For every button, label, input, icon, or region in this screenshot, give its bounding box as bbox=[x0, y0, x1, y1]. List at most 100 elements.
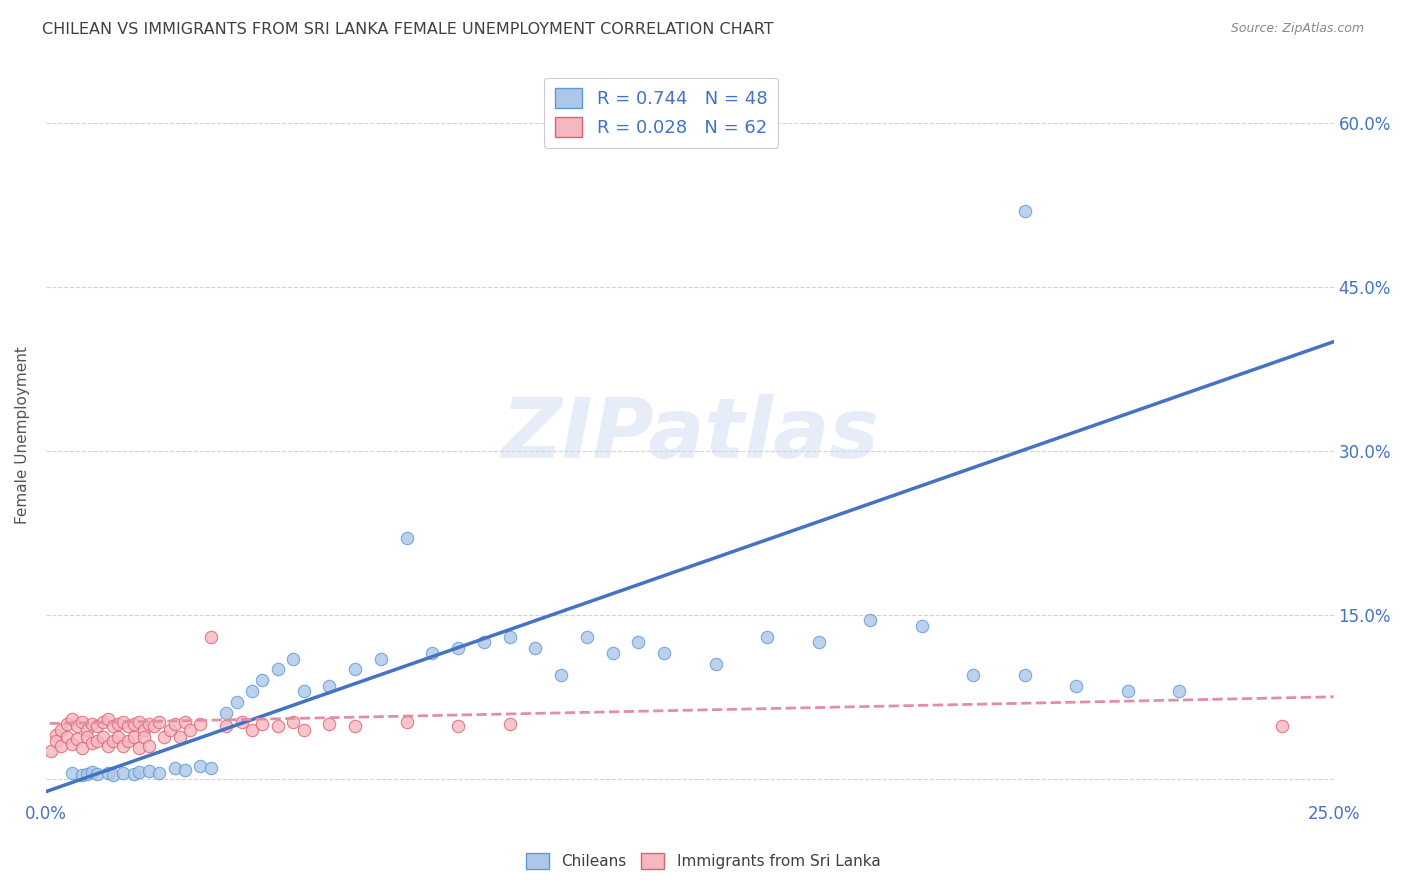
Point bbox=[807, 635, 830, 649]
Point bbox=[76, 767, 98, 781]
Point bbox=[91, 714, 114, 729]
Point bbox=[97, 766, 120, 780]
Point bbox=[550, 668, 572, 682]
Point bbox=[117, 733, 139, 747]
Point bbox=[267, 663, 290, 677]
Point bbox=[252, 717, 274, 731]
Point bbox=[55, 717, 77, 731]
Point bbox=[420, 646, 443, 660]
Point bbox=[174, 714, 197, 729]
Point bbox=[82, 765, 104, 780]
Point bbox=[292, 684, 315, 698]
Point bbox=[122, 717, 145, 731]
Point bbox=[66, 719, 89, 733]
Point bbox=[97, 712, 120, 726]
Point bbox=[60, 737, 83, 751]
Point bbox=[70, 768, 93, 782]
Point bbox=[107, 731, 129, 745]
Y-axis label: Female Unemployment: Female Unemployment bbox=[15, 345, 30, 524]
Point bbox=[132, 723, 155, 737]
Point bbox=[132, 731, 155, 745]
Legend: Chileans, Immigrants from Sri Lanka: Chileans, Immigrants from Sri Lanka bbox=[520, 847, 886, 875]
Point bbox=[283, 651, 305, 665]
Point bbox=[1014, 668, 1036, 682]
Point bbox=[128, 714, 150, 729]
Point bbox=[704, 657, 727, 671]
Text: ZIPatlas: ZIPatlas bbox=[501, 394, 879, 475]
Point bbox=[318, 717, 340, 731]
Point bbox=[45, 728, 67, 742]
Point bbox=[107, 717, 129, 731]
Text: Source: ZipAtlas.com: Source: ZipAtlas.com bbox=[1230, 22, 1364, 36]
Point bbox=[627, 635, 650, 649]
Point bbox=[1271, 719, 1294, 733]
Point bbox=[55, 731, 77, 745]
Point bbox=[1064, 679, 1087, 693]
Point bbox=[756, 630, 779, 644]
Point bbox=[240, 723, 263, 737]
Point bbox=[82, 717, 104, 731]
Point bbox=[447, 640, 470, 655]
Point bbox=[200, 630, 222, 644]
Point bbox=[76, 723, 98, 737]
Point bbox=[101, 733, 124, 747]
Point bbox=[575, 630, 598, 644]
Point bbox=[112, 766, 135, 780]
Point bbox=[190, 758, 212, 772]
Point bbox=[159, 723, 181, 737]
Point bbox=[1168, 684, 1191, 698]
Point bbox=[1014, 203, 1036, 218]
Point bbox=[148, 714, 170, 729]
Point bbox=[97, 739, 120, 753]
Point bbox=[1116, 684, 1139, 698]
Point bbox=[86, 719, 108, 733]
Point bbox=[498, 717, 520, 731]
Point bbox=[86, 733, 108, 747]
Point bbox=[200, 761, 222, 775]
Point bbox=[101, 768, 124, 782]
Text: CHILEAN VS IMMIGRANTS FROM SRI LANKA FEMALE UNEMPLOYMENT CORRELATION CHART: CHILEAN VS IMMIGRANTS FROM SRI LANKA FEM… bbox=[42, 22, 773, 37]
Point bbox=[163, 761, 186, 775]
Point bbox=[138, 717, 160, 731]
Point bbox=[174, 763, 197, 777]
Point bbox=[524, 640, 547, 655]
Point bbox=[267, 719, 290, 733]
Point bbox=[86, 767, 108, 781]
Point bbox=[60, 712, 83, 726]
Point bbox=[215, 706, 238, 721]
Point bbox=[148, 766, 170, 780]
Point bbox=[498, 630, 520, 644]
Point bbox=[447, 719, 470, 733]
Legend: R = 0.744   N = 48, R = 0.028   N = 62: R = 0.744 N = 48, R = 0.028 N = 62 bbox=[544, 78, 778, 148]
Point bbox=[215, 719, 238, 733]
Point bbox=[122, 731, 145, 745]
Point bbox=[128, 741, 150, 756]
Point bbox=[179, 723, 201, 737]
Point bbox=[283, 714, 305, 729]
Point bbox=[231, 714, 253, 729]
Point bbox=[45, 733, 67, 747]
Point bbox=[472, 635, 495, 649]
Point bbox=[859, 613, 882, 627]
Point bbox=[163, 717, 186, 731]
Point bbox=[51, 723, 73, 737]
Point bbox=[82, 736, 104, 750]
Point bbox=[39, 744, 62, 758]
Point bbox=[112, 739, 135, 753]
Point bbox=[70, 714, 93, 729]
Point bbox=[652, 646, 675, 660]
Point bbox=[370, 651, 392, 665]
Point bbox=[169, 731, 191, 745]
Point bbox=[190, 717, 212, 731]
Point bbox=[101, 719, 124, 733]
Point bbox=[70, 741, 93, 756]
Point bbox=[292, 723, 315, 737]
Point bbox=[76, 731, 98, 745]
Point bbox=[343, 663, 366, 677]
Point bbox=[153, 731, 176, 745]
Point bbox=[962, 668, 984, 682]
Point bbox=[51, 739, 73, 753]
Point bbox=[395, 714, 418, 729]
Point bbox=[252, 673, 274, 688]
Point bbox=[128, 765, 150, 780]
